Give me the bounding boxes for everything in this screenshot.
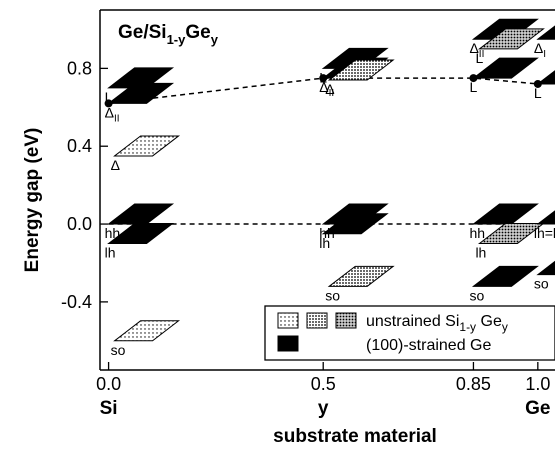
x-material-label-2: Ge: [525, 398, 550, 419]
band-label-17: so: [469, 287, 484, 303]
x-axis-label: substrate material: [273, 426, 437, 447]
x-tick-label-2: 0.85: [456, 374, 491, 394]
band-label-1: ΔII: [105, 104, 120, 124]
band-label-10: lh: [319, 235, 330, 251]
plot-area: [99, 9, 555, 371]
y-tick-label-1: 0.4: [67, 136, 92, 156]
band-label-19: L: [534, 85, 542, 101]
band-label-14: L: [469, 79, 477, 95]
band-1: [107, 82, 175, 104]
band-label-2: Δ: [111, 157, 120, 173]
band-17: [471, 265, 539, 287]
dashed-line-conduction: [108, 77, 538, 105]
dashed-alignment-lines: [104, 74, 542, 225]
band-20: [536, 210, 555, 225]
band-21: [536, 260, 555, 276]
band-label-18: ΔI: [534, 40, 546, 60]
band-label-8: Δ: [325, 81, 334, 97]
band-5: [113, 320, 181, 342]
chart-title: Ge/Si1-yGey: [118, 22, 219, 47]
band-19: [536, 70, 555, 85]
y-tick-label-2: 0.0: [67, 214, 92, 234]
band-14: [471, 57, 539, 79]
band-label-5: so: [111, 342, 126, 358]
band-label-6: L: [319, 69, 327, 85]
band-4: [107, 223, 175, 245]
legend-label-strained: (100)-strained Ge: [366, 337, 491, 354]
band-label-21: so: [534, 276, 549, 292]
y-tick-label-3: -0.4: [61, 292, 92, 312]
band-edges: LΔIIΔhhlhsoLΔIIΔhhlhsoΔIILLhhlhsoΔILlh=h…: [105, 18, 555, 358]
band-11: [327, 265, 395, 287]
band-label-11: so: [325, 287, 340, 303]
legend-swatch-unstrained-1: [277, 312, 299, 329]
band-10: [321, 213, 389, 235]
y-axis-label: Energy gap (eV): [22, 128, 43, 273]
band-label-15: hh: [469, 225, 485, 241]
band-3: [107, 203, 175, 225]
x-tick-label-1: 0.5: [311, 374, 336, 394]
legend-label-unstrained: unstrained Si1-y Gey: [366, 313, 508, 334]
legend-swatch-unstrained-2: [306, 312, 328, 329]
x-tick-label-3: 1.0: [525, 374, 550, 394]
band-label-13: L: [475, 50, 483, 66]
x-material-label-0: Si: [100, 398, 118, 419]
band-label-0: L: [105, 89, 113, 105]
band-8: [327, 59, 395, 81]
band-label-16: lh: [475, 245, 486, 261]
band-15: [471, 203, 539, 225]
legend-swatch-unstrained-3: [335, 312, 357, 329]
legend-swatch-strained: [277, 335, 299, 352]
band-label-20: lh=hh: [534, 225, 555, 241]
band-18: [536, 25, 555, 40]
band-13: [477, 28, 545, 50]
band-2: [113, 135, 181, 157]
x-tick-label-0: 0.0: [96, 374, 121, 394]
legend: unstrained Si1-y Gey (100)-strained Ge: [264, 305, 555, 361]
band-label-4: lh: [105, 245, 116, 261]
axis-ticks: 0.8 0.4 0.0 -0.4 0.0 0.5 0.85 1.0 Si y Ge: [61, 58, 551, 419]
y-tick-label-0: 0.8: [67, 58, 92, 78]
x-material-label-1: y: [318, 398, 329, 419]
